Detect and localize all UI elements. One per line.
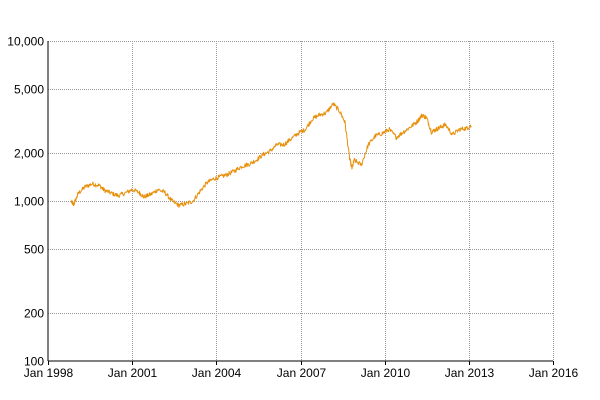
y-tick-label: 500	[24, 243, 44, 257]
x-tick-label: Jan 2004	[192, 366, 242, 380]
y-tick-label: 1,000	[14, 195, 44, 209]
y-tick-label: 10,000	[7, 35, 44, 49]
x-tick-label: Jan 2016	[529, 366, 579, 380]
y-tick-label: 2,000	[14, 147, 44, 161]
gridlines	[48, 41, 554, 361]
y-tick-label: 5,000	[14, 83, 44, 97]
series	[70, 102, 472, 208]
y-tick-labels: 100 200 500 1,000 2,000 5,000 10,000	[7, 35, 44, 369]
x-tick-label: Jan 2010	[361, 366, 411, 380]
y-tick-label: 200	[24, 307, 44, 321]
y-tick-label: 100	[24, 355, 44, 369]
x-tick-labels: Jan 1998 Jan 2001 Jan 2004 Jan 2007 Jan 2010…	[24, 361, 579, 380]
x-tick-label: Jan 1998	[24, 366, 74, 380]
x-tick-label: Jan 2007	[277, 366, 327, 380]
x-tick-label: Jan 2013	[445, 366, 495, 380]
x-tick-label: Jan 2001	[108, 366, 158, 380]
series-line	[70, 102, 472, 208]
